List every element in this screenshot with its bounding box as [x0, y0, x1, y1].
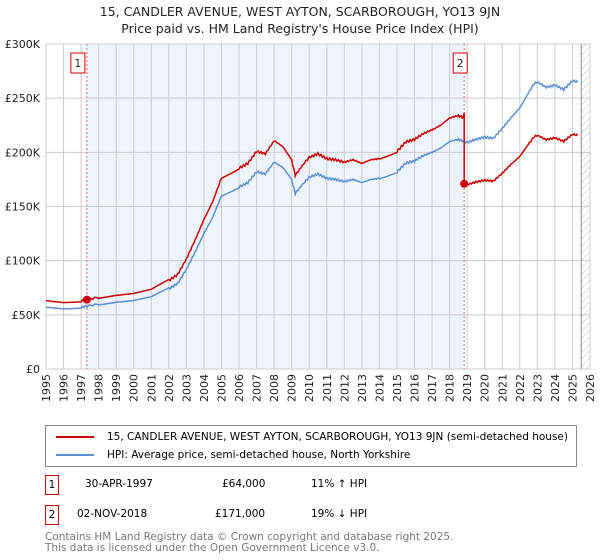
sale-annotation-label: 1: [74, 57, 81, 70]
x-tick-label: 2001: [145, 374, 158, 402]
x-tick-label: 2013: [356, 374, 369, 402]
transaction-price: £64,000: [222, 478, 266, 490]
plot-area: 1995 1996 1997 1998 1999 2000 2001 2002 2003 2004…: [5, 38, 597, 402]
y-tick-label: £250K: [5, 92, 41, 105]
footer-copyright: Contains HM Land Registry data © Crown c…: [45, 531, 454, 543]
legend-swatch-blue: [56, 454, 94, 456]
transaction-hpi-delta: 11% ↑ HPI: [311, 478, 368, 490]
x-tick-label: 2014: [373, 374, 386, 402]
plot-frame: [45, 43, 591, 370]
x-tick-label: 2007: [251, 374, 264, 402]
x-tick-label: 2010: [303, 374, 316, 402]
x-tick-label: 2017: [426, 374, 439, 402]
sale-point: [82, 295, 91, 304]
x-tick-label: 2008: [268, 374, 281, 402]
y-tick-label: £300K: [5, 38, 41, 51]
x-tick-label: 2025: [566, 374, 579, 402]
legend-swatch-red: [56, 436, 94, 438]
x-tick-label: 2003: [180, 374, 193, 402]
footer-licence: This data is licensed under the Open Gov…: [45, 542, 380, 554]
x-tick-label: 2011: [321, 374, 334, 402]
y-tick-label: £0: [26, 363, 40, 376]
y-tick-label: £200K: [5, 146, 41, 159]
sale-annotation-box: [70, 52, 86, 74]
x-tick-label: 1999: [110, 374, 123, 402]
sale-annotation-box: [452, 52, 468, 74]
transaction-date: 30-APR-1997: [85, 478, 153, 490]
legend-item-property: 15, CANDLER AVENUE, WEST AYTON, SCARBORO…: [56, 431, 568, 443]
legend: 15, CANDLER AVENUE, WEST AYTON, SCARBORO…: [45, 425, 577, 467]
x-tick-label: 2009: [286, 374, 299, 402]
x-tick-label: 2000: [128, 374, 141, 402]
y-tick-label: £50K: [12, 309, 41, 322]
x-tick-label: 2016: [409, 374, 422, 402]
x-tick-label: 2021: [496, 374, 509, 402]
transaction-row: 1 30-APR-1997 £64,000 11% ↑ HPI: [45, 475, 445, 495]
x-tick-label: 1997: [75, 374, 88, 402]
sale-annotation-label: 2: [457, 57, 464, 70]
transaction-date: 02-NOV-2018: [77, 508, 148, 520]
chart-subtitle: Price paid vs. HM Land Registry's House …: [121, 21, 479, 36]
transaction-price: £171,000: [215, 508, 266, 520]
x-tick-label: 1998: [93, 374, 106, 402]
x-tick-label: 2002: [163, 374, 176, 402]
x-tick-label: 2012: [338, 374, 351, 402]
x-tick-label: 2006: [233, 374, 246, 402]
x-tick-label: 2024: [549, 374, 562, 402]
x-tick-label: 2019: [461, 374, 474, 402]
x-tick-label: 2018: [444, 374, 457, 402]
y-tick-label: £150K: [5, 201, 41, 214]
transaction-marker: 2: [45, 505, 59, 525]
footer: Contains HM Land Registry data © Crown c…: [45, 532, 453, 554]
transaction-row: 2 02-NOV-2018 £171,000 19% ↓ HPI: [45, 505, 445, 525]
x-tick-label: 1995: [40, 374, 53, 402]
x-tick-label: 2023: [531, 374, 544, 402]
hpi-line: [45, 78, 579, 310]
legend-label-hpi: HPI: Average price, semi-detached house,…: [107, 449, 411, 461]
x-tick-label: 2005: [215, 374, 228, 402]
x-tick-label: 2026: [584, 374, 597, 402]
transaction-hpi-delta: 19% ↓ HPI: [311, 508, 368, 520]
legend-label-property: 15, CANDLER AVENUE, WEST AYTON, SCARBORO…: [107, 431, 568, 443]
y-tick-label: £100K: [5, 255, 41, 268]
x-tick-label: 2022: [514, 374, 527, 402]
transaction-marker: 1: [45, 475, 59, 495]
legend-item-hpi: HPI: Average price, semi-detached house,…: [56, 449, 410, 461]
x-tick-label: 2004: [198, 374, 211, 402]
chart-title: 15, CANDLER AVENUE, WEST AYTON, SCARBORO…: [99, 4, 501, 19]
x-tick-label: 1996: [58, 374, 71, 402]
x-tick-label: 2015: [391, 374, 404, 402]
price-paid-line: [45, 112, 579, 304]
x-tick-label: 2020: [479, 374, 492, 402]
sale-point: [460, 179, 469, 188]
